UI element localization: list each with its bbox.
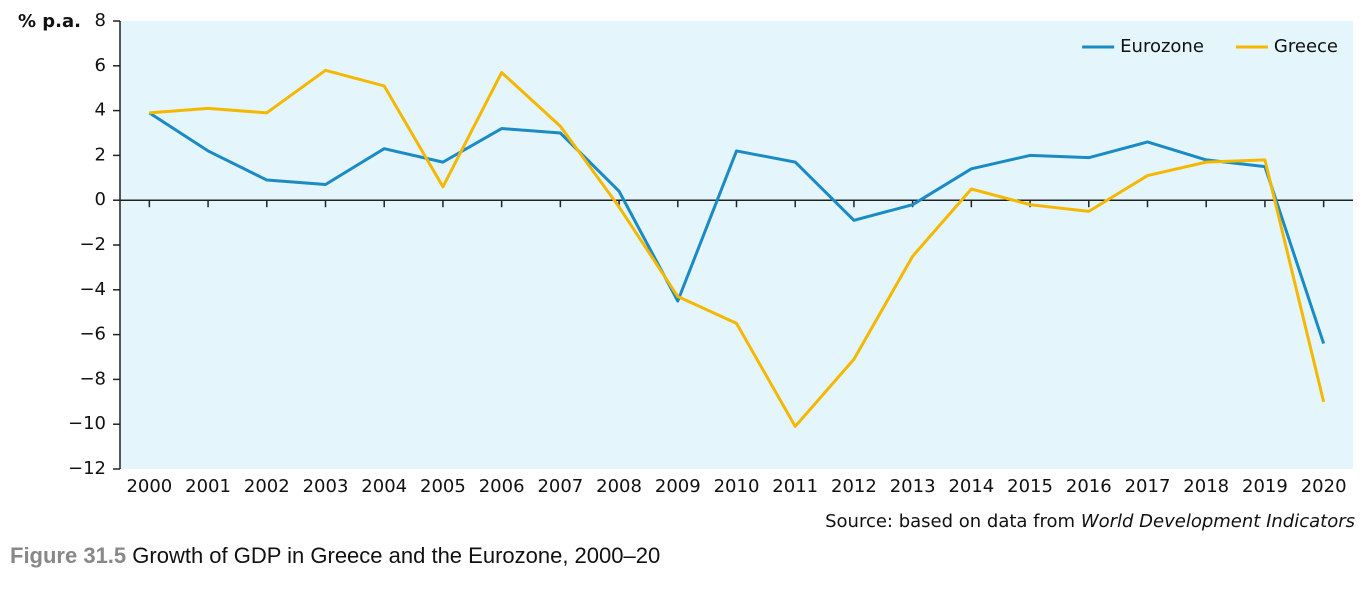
y-tick-label: 4 xyxy=(95,100,106,121)
plot-area xyxy=(120,21,1353,469)
source-prefix: Source: based on data from xyxy=(825,511,1075,532)
figure-label: Figure 31.5 xyxy=(10,543,126,568)
line-series xyxy=(148,111,1326,345)
source-title: World Development Indicators xyxy=(1081,511,1355,532)
caption: Figure 31.5 Growth of GDP in Greece and … xyxy=(10,543,660,568)
x-tick-label: 2015 xyxy=(1007,476,1053,497)
y-tick-label: −8 xyxy=(79,368,106,389)
y-axis-label: % p.a. xyxy=(18,11,81,32)
x-tick-label: 2020 xyxy=(1301,476,1347,497)
y-tick-label: 8 xyxy=(95,10,106,31)
y-tick-label: −4 xyxy=(79,279,106,300)
caption-text: Growth of GDP in Greece and the Eurozone… xyxy=(132,543,660,568)
y-tick-label: −12 xyxy=(68,458,106,479)
x-tick-label: 2004 xyxy=(361,476,407,497)
y-tick-label: 2 xyxy=(95,144,106,165)
x-tick-label: 2010 xyxy=(714,476,760,497)
source: Source: based on data from World Develop… xyxy=(825,511,1355,532)
x-tick-label: 2011 xyxy=(772,476,818,497)
x-tick-label: 2007 xyxy=(537,476,583,497)
x-tick-label: 2002 xyxy=(244,476,290,497)
x-tick-label: 2018 xyxy=(1183,476,1229,497)
x-tick-label: 2006 xyxy=(479,476,525,497)
x-tick-label: 2003 xyxy=(303,476,349,497)
legend-label: Eurozone xyxy=(1120,36,1204,57)
x-tick-label: 2019 xyxy=(1242,476,1288,497)
y-tick-label: 0 xyxy=(95,189,106,210)
x-tick-label: 2008 xyxy=(596,476,642,497)
x-tick-label: 2013 xyxy=(890,476,936,497)
x-tick-label: 2009 xyxy=(655,476,701,497)
x-tick-label: 2017 xyxy=(1125,476,1171,497)
x-tick-label: 2005 xyxy=(420,476,466,497)
x-tick-label: 2012 xyxy=(831,476,877,497)
y-tick-label: −2 xyxy=(79,234,106,255)
x-tick-label: 2000 xyxy=(126,476,172,497)
y-tick-label: 6 xyxy=(95,55,106,76)
y-tick-label: −6 xyxy=(79,324,106,345)
line-series xyxy=(149,68,1326,428)
x-tick-label: 2001 xyxy=(185,476,231,497)
y-tick-label: −10 xyxy=(68,413,106,434)
x-tick-label: 2014 xyxy=(948,476,994,497)
legend-label: Greece xyxy=(1274,36,1338,57)
x-tick-label: 2016 xyxy=(1066,476,1112,497)
